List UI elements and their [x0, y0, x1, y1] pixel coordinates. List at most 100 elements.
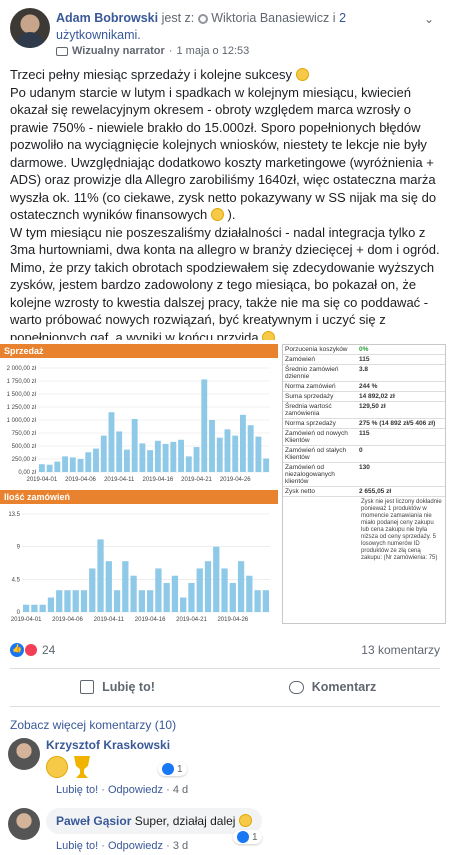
- bar: [171, 575, 179, 612]
- x-tick-label: 2019-04-21: [176, 617, 207, 623]
- bar: [72, 590, 79, 612]
- bar: [47, 597, 55, 612]
- bar: [113, 590, 121, 612]
- stat-label: Zamówień od niezalogowanych klientów: [285, 464, 335, 485]
- comment-time[interactable]: 4 d: [172, 784, 189, 796]
- comment-reactions[interactable]: 1: [158, 762, 187, 776]
- post-header: Adam Bobrowski jest z: Wiktoria Banasiew…: [0, 0, 450, 62]
- stat-value: 14 892,02 zł: [359, 393, 395, 400]
- bar: [147, 450, 154, 472]
- comment-stickers: [46, 756, 170, 778]
- stat-value: 115: [359, 356, 370, 363]
- commenter-name[interactable]: Krzysztof Kraskowski: [46, 738, 171, 752]
- post-actions: Lubię to! Komentarz: [10, 672, 440, 702]
- bar: [146, 590, 154, 612]
- comment-content: Krzysztof Kraskowski: [46, 738, 170, 778]
- y-tick-label: 0,00 zł: [18, 470, 36, 476]
- narrator-label[interactable]: Wizualny narrator: [72, 45, 165, 57]
- stat-value: 129,50 zł: [359, 403, 386, 410]
- stat-row: Porzucenia koszyków 0%: [283, 345, 445, 355]
- stat-row: Norma sprzedaży 275 % (14 892 zł/5 406 zł…: [283, 419, 445, 429]
- author-name[interactable]: Adam Bobrowski: [56, 11, 159, 25]
- bar: [201, 379, 208, 472]
- bar: [108, 412, 115, 472]
- reaction-icons[interactable]: 24: [10, 643, 55, 657]
- y-tick-label: 750,00 zł: [12, 431, 37, 437]
- bar: [62, 456, 69, 472]
- post-date[interactable]: 1 maja o 12:53: [176, 45, 250, 57]
- bar: [69, 457, 76, 472]
- comment-button-label: Komentarz: [311, 680, 377, 694]
- x-tick-label: 2019-04-21: [181, 477, 212, 483]
- y-tick-label: 4.5: [12, 577, 21, 583]
- stat-label: Średnio zamówień dziennie: [285, 366, 339, 380]
- y-tick-label: 2 000,00 zł: [7, 366, 37, 372]
- x-tick-label: 2019-04-01: [11, 617, 42, 623]
- smile-emoji-icon: [295, 68, 309, 81]
- y-tick-label: 250,00 zł: [12, 457, 37, 463]
- comment-item: Paweł Gąsior Super, działaj dalej 1 Lubi…: [8, 808, 438, 854]
- chevron-down-icon[interactable]: ⌄: [424, 12, 435, 26]
- bar: [163, 582, 170, 612]
- bar: [216, 437, 223, 472]
- bar: [170, 441, 177, 472]
- tagged-others-suffix[interactable]: użytkownikami.: [56, 28, 141, 42]
- author-avatar[interactable]: [10, 8, 50, 48]
- bar: [138, 590, 146, 612]
- trophy-icon: [74, 756, 90, 778]
- sales-report-image[interactable]: Sprzedaż 0,00 zł 250,00 zł 500,00 zł 750,00…: [0, 340, 450, 630]
- stat-value: 2 655,05 zł: [359, 488, 392, 495]
- bar: [254, 590, 261, 612]
- x-tick-label: 2019-04-06: [52, 617, 83, 623]
- commenter-avatar[interactable]: [8, 738, 40, 770]
- bar: [22, 604, 30, 612]
- stat-label: Norma zamówień: [285, 383, 336, 390]
- bar: [123, 449, 130, 472]
- bar: [139, 443, 146, 472]
- comment-reactions[interactable]: 1: [233, 830, 262, 844]
- reactions-summary: 24 13 komentarzy: [10, 640, 440, 660]
- stat-value: 115: [359, 430, 370, 437]
- view-more-comments-link[interactable]: Zobacz więcej komentarzy (10): [10, 718, 177, 732]
- stat-value: 275 % (14 892 zł/5 406 zł): [359, 420, 436, 427]
- bar: [221, 568, 228, 612]
- with-and: i: [332, 11, 336, 25]
- post-paragraph: Trzeci pełny miesiąc sprzedaży i kolejne…: [10, 66, 440, 84]
- stat-label: Średnia wartość zamówienia: [285, 403, 332, 417]
- stat-value: 0%: [359, 346, 369, 353]
- love-reaction-icon: [24, 643, 38, 657]
- comment-like-link[interactable]: Lubię to!: [56, 840, 99, 852]
- bar: [224, 429, 231, 472]
- x-tick-label: 2019-04-11: [104, 477, 135, 483]
- divider: [10, 668, 440, 669]
- bar: [237, 561, 245, 612]
- stat-row: Zamówień od nowych Klientów 115: [283, 429, 445, 446]
- bar: [204, 561, 212, 612]
- stat-value: 0: [359, 447, 363, 454]
- commenter-avatar[interactable]: [8, 808, 40, 840]
- like-button[interactable]: Lubię to!: [10, 672, 225, 702]
- comment-like-link[interactable]: Lubię to!: [56, 784, 99, 796]
- post-paragraph: W tym miesiącu nie poszeszaliśmy działal…: [10, 224, 440, 345]
- reaction-count[interactable]: 24: [42, 643, 56, 657]
- y-tick-label: 1 500,00 zł: [7, 392, 37, 398]
- bar: [64, 590, 71, 612]
- bar: [247, 425, 254, 472]
- comments-count[interactable]: 13 komentarzy: [361, 643, 440, 657]
- like-reaction-icon: [10, 643, 24, 657]
- comment-button[interactable]: Komentarz: [225, 672, 440, 702]
- comment-reply-link[interactable]: Odpowiedz: [107, 784, 164, 796]
- tagged-others-count[interactable]: 2: [339, 11, 347, 25]
- comment-reply-link[interactable]: Odpowiedz: [107, 840, 164, 852]
- bar: [131, 418, 138, 472]
- bar: [77, 459, 84, 472]
- stat-value: 130: [359, 464, 370, 471]
- bar: [239, 414, 246, 472]
- stat-row: Średnio zamówień dziennie 3.8: [283, 365, 445, 382]
- tagged-person[interactable]: Wiktoria Banasiewicz: [211, 11, 330, 25]
- comment-time[interactable]: 3 d: [172, 840, 189, 852]
- x-tick-label: 2019-04-06: [65, 477, 96, 483]
- bar: [255, 436, 262, 472]
- bar: [263, 458, 270, 472]
- commenter-name[interactable]: Paweł Gąsior: [56, 814, 132, 828]
